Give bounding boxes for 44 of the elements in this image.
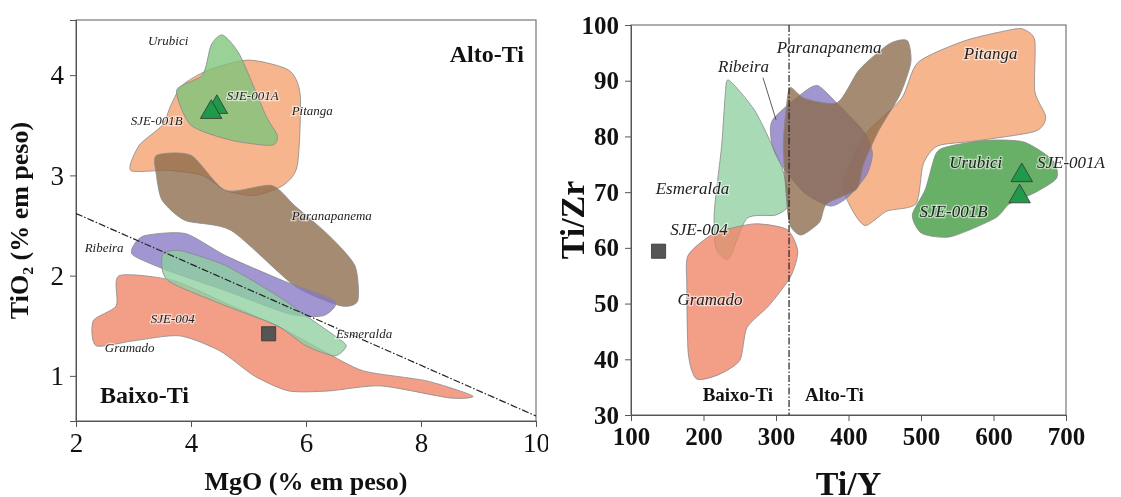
y-tick-label: 30 [594, 401, 619, 429]
y-tick-label: 4 [50, 60, 65, 91]
annotation: Pitanga [290, 102, 334, 118]
y-tick-label: 2 [50, 260, 64, 291]
x-tick-label: 500 [902, 422, 941, 450]
annotation: Esmeralda [334, 326, 393, 342]
annotation: Baixo-Ti [100, 382, 190, 408]
x-tick-label: 400 [830, 422, 868, 450]
annotation: SJE-001B [919, 202, 989, 222]
annotation: Ribeira [717, 56, 769, 76]
x-tick-label: 2 [69, 428, 84, 459]
y-axis-title: TiO₂ (% em peso) [5, 121, 34, 320]
x-tick-label: 200 [685, 422, 723, 450]
y-tick-label: 3 [50, 160, 64, 191]
annotation: SJE-001B [130, 112, 183, 128]
x-tick-label: 4 [184, 428, 199, 459]
y-tick-label: 90 [594, 67, 619, 95]
y-tick-label: 80 [594, 122, 619, 150]
x-tick-label: 6 [299, 428, 314, 459]
annotation: Urubici [949, 153, 1003, 173]
annotation: Ribeira [83, 240, 125, 256]
annotation: SJE-004 [150, 311, 196, 327]
annotation: Paranapanema [775, 38, 882, 58]
x-tick-label: 8 [414, 428, 429, 459]
y-tick-label: 50 [594, 290, 619, 318]
x-tick-label: 300 [757, 422, 796, 450]
annotation: SJE-004 [670, 220, 729, 240]
annotation: Esmeralda [654, 178, 730, 198]
x-tick-label: 700 [1047, 422, 1086, 450]
annotation: Alto-Ti [805, 384, 864, 405]
y-tick-label: 100 [581, 11, 619, 39]
annotation: Baixo-Ti [702, 384, 774, 405]
annotation: Gramado [104, 340, 156, 356]
y-tick-label: 60 [594, 234, 619, 262]
annotation: Pitanga [962, 43, 1018, 63]
y-tick-label: 70 [594, 178, 619, 206]
y-axis-title: Ti/Zr [554, 180, 591, 260]
annotation: Urubici [147, 32, 189, 48]
y-tick-label: 40 [594, 345, 619, 373]
x-axis-title: MgO (% em peso) [204, 467, 408, 496]
y-tick-label: 1 [50, 361, 64, 392]
x-tick-label: 600 [975, 422, 1013, 450]
x-axis-title: Ti/Y [815, 465, 882, 497]
annotation: Alto-Ti [449, 41, 525, 67]
